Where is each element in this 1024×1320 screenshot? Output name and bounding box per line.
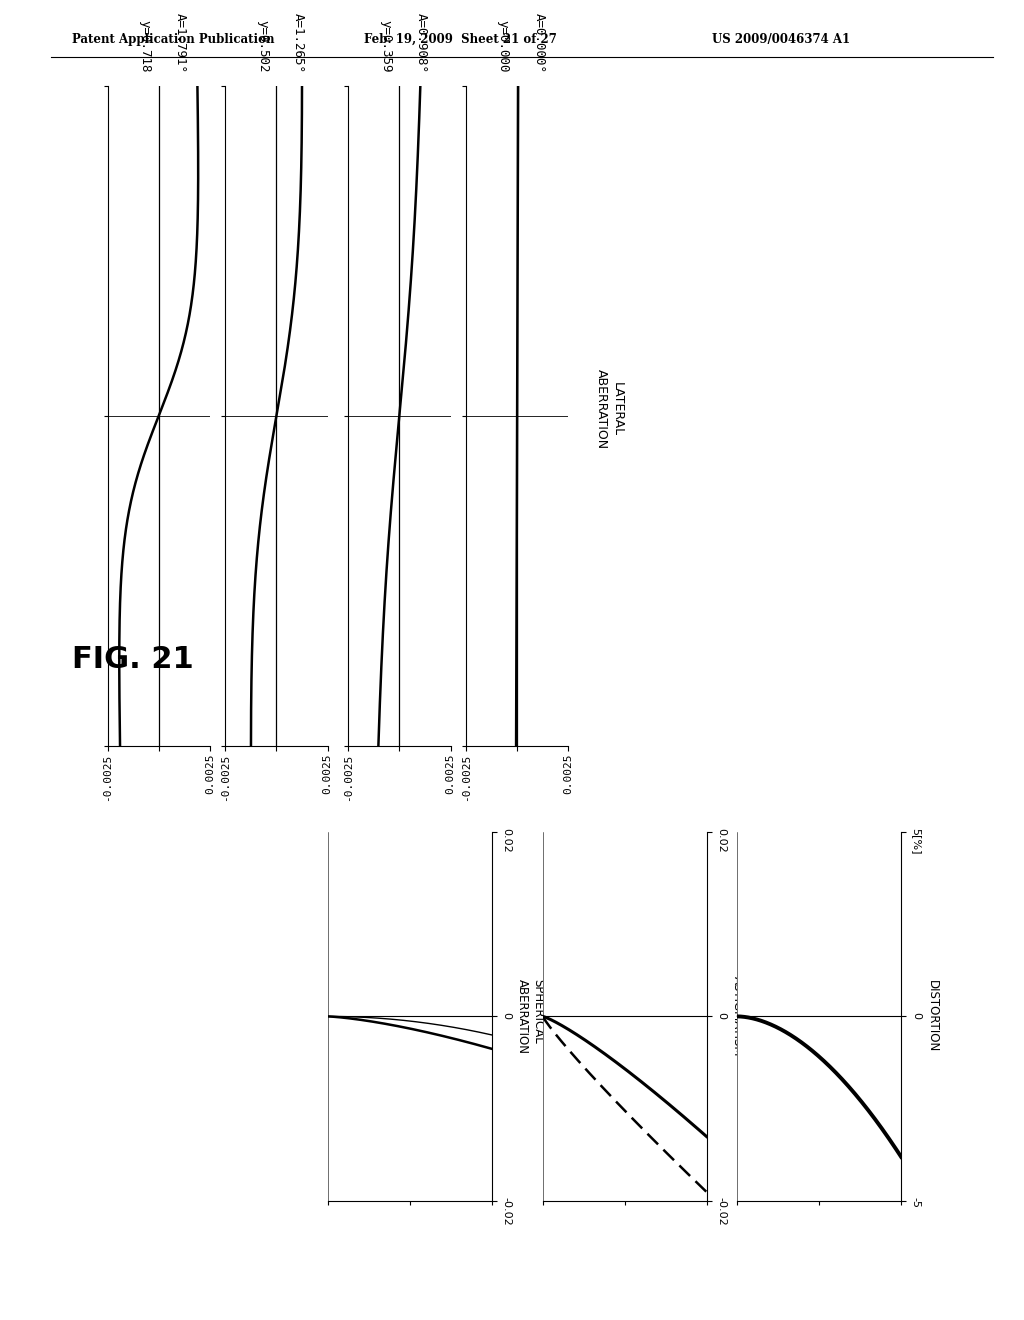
Text: LATERAL
ABERRATION: LATERAL ABERRATION [595, 370, 624, 449]
Text: Patent Application Publication: Patent Application Publication [72, 33, 274, 46]
Text: FIG. 21: FIG. 21 [72, 645, 194, 675]
Text: y=0.502: y=0.502 [256, 20, 269, 73]
Text: y=0.718: y=0.718 [138, 20, 152, 73]
Text: A=1.265°: A=1.265° [292, 13, 305, 73]
Text: A=0.000°: A=0.000° [532, 13, 546, 73]
Text: y=0.359: y=0.359 [379, 20, 392, 73]
Text: US 2009/0046374 A1: US 2009/0046374 A1 [712, 33, 850, 46]
Text: DISTORTION: DISTORTION [926, 981, 939, 1052]
Text: ASTIGMATISM: ASTIGMATISM [731, 977, 744, 1056]
Text: A=1.791°: A=1.791° [174, 13, 187, 73]
Text: A=0.908°: A=0.908° [415, 13, 428, 73]
Text: SPHERICAL
ABERRATION: SPHERICAL ABERRATION [516, 979, 544, 1053]
Text: Feb. 19, 2009  Sheet 21 of 27: Feb. 19, 2009 Sheet 21 of 27 [364, 33, 556, 46]
Text: y=0.000: y=0.000 [497, 20, 510, 73]
